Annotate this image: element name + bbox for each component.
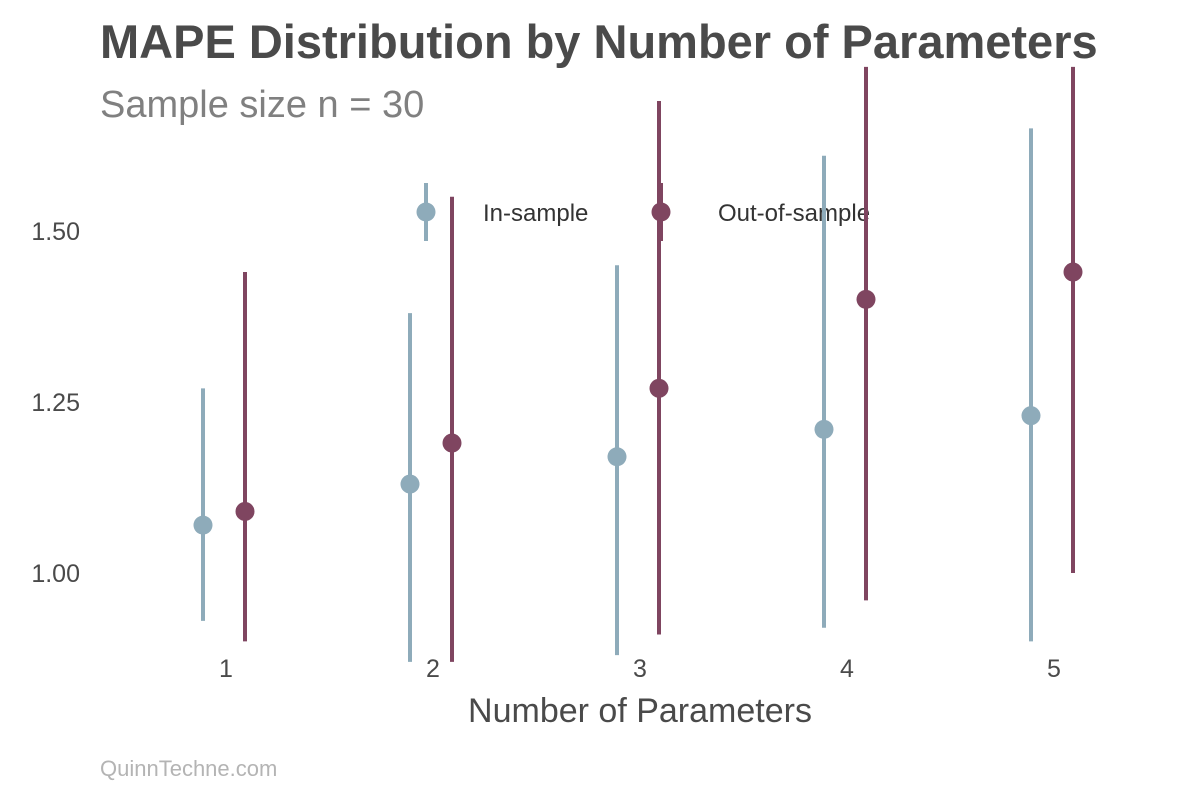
data-point: [607, 447, 627, 467]
x-tick-label: 1: [219, 655, 233, 683]
chart-subtitle: Sample size n = 30: [100, 84, 425, 126]
y-axis: 1.00 1.25 1.50: [31, 218, 80, 588]
y-tick-label: 1.25: [31, 389, 80, 417]
data-point: [814, 419, 834, 439]
y-tick-label: 1.00: [31, 560, 80, 588]
data-point: [649, 378, 669, 398]
x-tick-label: 5: [1047, 655, 1061, 683]
data-point: [442, 433, 462, 453]
y-tick-label: 1.50: [31, 218, 80, 246]
x-tick-label: 2: [426, 655, 440, 683]
data-point: [193, 515, 213, 535]
x-axis-label: Number of Parameters: [468, 692, 812, 730]
chart-title: MAPE Distribution by Number of Parameter…: [100, 15, 1098, 68]
legend-key-point: [416, 202, 436, 222]
data-point: [1021, 406, 1041, 426]
x-axis: 1 2 3 4 5: [219, 655, 1061, 683]
legend-label: Out-of-sample: [718, 200, 870, 227]
footer-credit: QuinnTechne.com: [100, 756, 278, 781]
legend-label: In-sample: [483, 200, 588, 227]
data-point: [856, 289, 876, 309]
chart-marks: [193, 66, 1083, 662]
data-point: [1063, 262, 1083, 282]
data-point: [235, 501, 255, 521]
x-tick-label: 3: [633, 655, 647, 683]
legend: In-sample Out-of-sample: [416, 183, 870, 241]
x-tick-label: 4: [840, 655, 854, 683]
data-point: [400, 474, 420, 494]
